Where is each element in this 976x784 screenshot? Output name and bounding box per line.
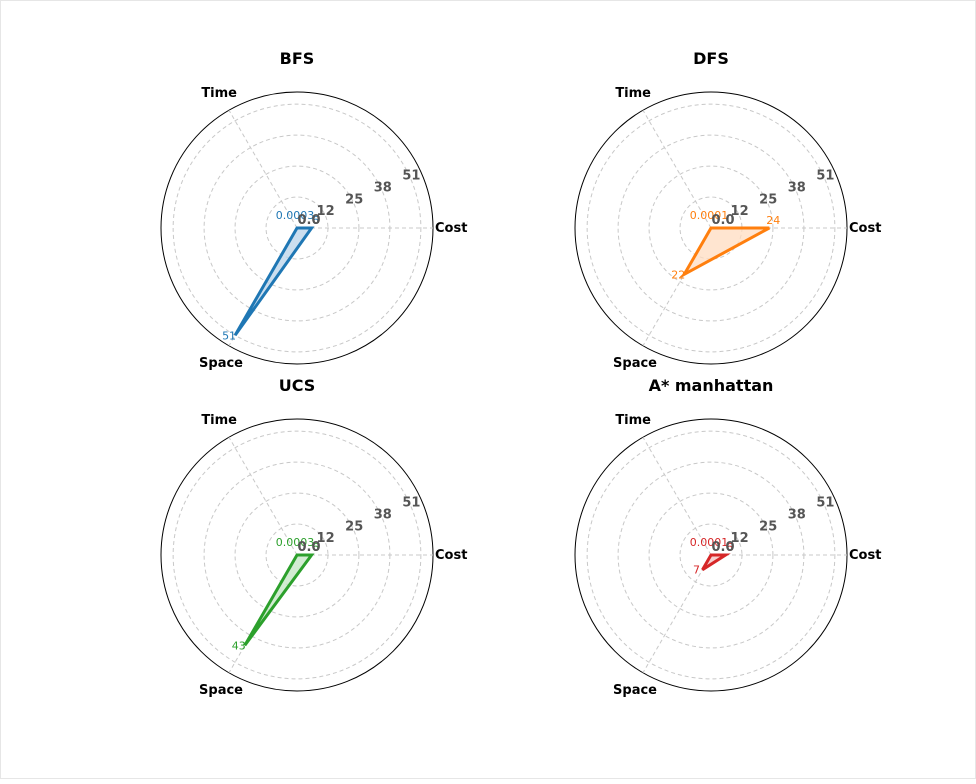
tick-label: 51 (402, 169, 420, 184)
tick-label: 0.0 (711, 213, 734, 228)
grid-ring (648, 492, 774, 618)
axis-label-cost: Cost (435, 221, 467, 236)
radar-chart-dfs: 24 0.0001 22 0.012 25 38 51 Cost Time Space DFS (574, 49, 881, 371)
data-label: 0.0001 (690, 536, 729, 549)
tick-label: 51 (402, 496, 420, 511)
radar-chart-ucs: 60.0003 43 0.012 25 38 51 Cost Time Space UCS (160, 376, 467, 698)
tick-label: 0.0 (297, 213, 320, 228)
radar-chart-bfs: 60.0003 51 0.012 25 38 51 Cost Time Space BFS (160, 49, 467, 371)
tick-label: 25 (759, 192, 777, 207)
grid-ring (586, 103, 836, 353)
spoke-time (228, 436, 298, 556)
grid-ring (172, 103, 422, 353)
tick-label: 38 (788, 180, 806, 195)
chart-title: A* manhattan (649, 376, 774, 395)
axis-label-cost: Cost (849, 221, 881, 236)
data-label: 0.0003 (276, 536, 315, 549)
grid-ring (172, 430, 422, 680)
grid-ring (234, 165, 360, 291)
radar-chart-a-manhattan: 60.0001 7 0.012 25 38 51 Cost Time Space A* manha… (574, 376, 881, 698)
axis-label-cost: Cost (435, 548, 467, 563)
spoke-space (642, 554, 712, 674)
chart-title: UCS (279, 376, 316, 395)
axis-label-time: Time (615, 86, 651, 101)
data-label: 7 (693, 564, 700, 577)
axis-label-time: Time (201, 86, 237, 101)
axis-label-space: Space (613, 356, 657, 371)
data-label: 6 (726, 541, 733, 554)
data-polygon (680, 226, 771, 279)
chart-title: BFS (280, 49, 315, 68)
data-label: 6 (312, 541, 319, 554)
spoke-time (642, 436, 712, 556)
tick-label: 38 (788, 507, 806, 522)
tick-label: 12 (731, 531, 749, 546)
axis-label-space: Space (613, 683, 657, 698)
tick-label: 38 (374, 507, 392, 522)
tick-label: 51 (816, 169, 834, 184)
grid-ring (648, 165, 774, 291)
axis-label-space: Space (199, 683, 243, 698)
axis-label-time: Time (615, 413, 651, 428)
grid-ring (586, 430, 836, 680)
tick-label: 12 (317, 531, 335, 546)
tick-label: 25 (759, 519, 777, 534)
axis-label-space: Space (199, 356, 243, 371)
data-polygon (243, 553, 315, 647)
tick-label: 25 (345, 519, 363, 534)
axis-label-time: Time (201, 413, 237, 428)
data-label: 22 (671, 268, 685, 281)
tick-label: 12 (317, 204, 335, 219)
data-polygon (701, 553, 731, 571)
data-label: 51 (222, 329, 236, 342)
tick-label: 25 (345, 192, 363, 207)
data-label: 24 (766, 214, 780, 227)
tick-label: 0.0 (711, 540, 734, 555)
tick-label: 0.0 (297, 540, 320, 555)
data-polygon (233, 226, 315, 337)
data-label: 0.0001 (690, 209, 729, 222)
tick-label: 51 (816, 496, 834, 511)
chart-title: DFS (693, 49, 729, 68)
spoke-time (642, 109, 712, 229)
tick-label: 38 (374, 180, 392, 195)
data-label: 43 (232, 639, 246, 652)
data-label: 0.0003 (276, 209, 315, 222)
tick-label: 12 (731, 204, 749, 219)
data-label: 6 (312, 214, 319, 227)
axis-label-cost: Cost (849, 548, 881, 563)
spoke-time (228, 109, 298, 229)
grid-ring (234, 492, 360, 618)
